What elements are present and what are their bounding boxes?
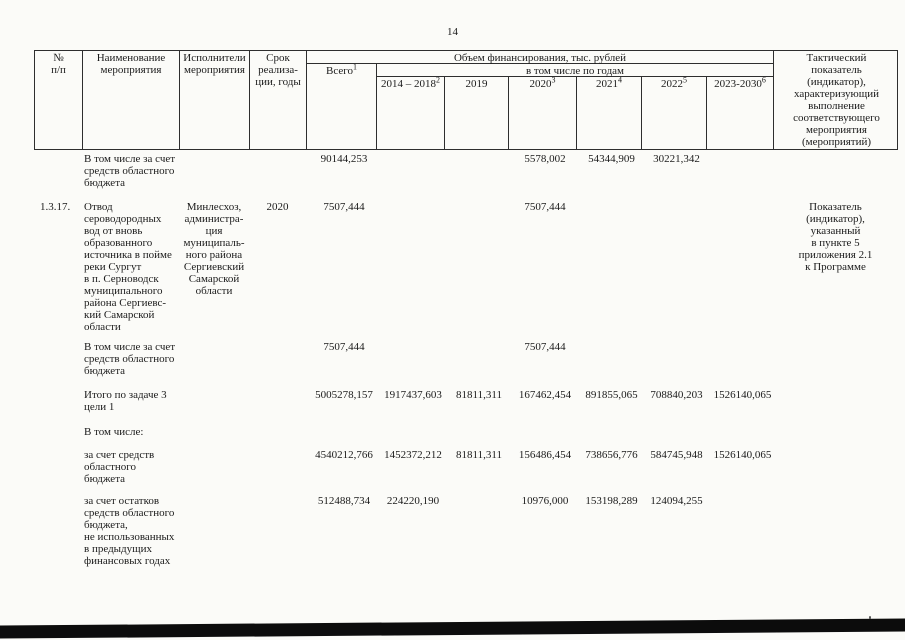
row-2023-2030: 1526140,065 — [713, 389, 772, 401]
row-num: 1.3.17. — [40, 201, 71, 213]
header-year-2020: 20203 — [509, 75, 577, 149]
year-label: 2023-2030 — [714, 78, 762, 90]
table-header: № п/п Наименование мероприятия Исполните… — [34, 50, 898, 150]
header-term: Срок реализа- ции, годы — [250, 51, 307, 149]
row-2020: 156486,454 — [518, 449, 572, 461]
scan-artifact-bar — [0, 618, 905, 639]
year-label: 2014 – 2018 — [381, 78, 436, 90]
header-by-years: в том числе по годам — [377, 64, 774, 77]
row-tactical: Показатель (индикатор), указанный в пунк… — [798, 201, 873, 273]
header-num: № п/п — [35, 51, 83, 149]
row-2021: 54344,909 — [588, 153, 635, 165]
row-2014-2018: 1452372,212 — [384, 449, 442, 461]
header-executors: Исполнители мероприятия — [180, 51, 250, 149]
row-total: 4540212,766 — [315, 449, 373, 461]
year-label: 2020 — [529, 78, 552, 90]
year-label: 2021 — [596, 78, 618, 90]
header-year-2014-2018: 2014 – 20182 — [377, 75, 445, 149]
row-name: В том числе: — [84, 426, 144, 438]
row-2019: 81811,311 — [456, 389, 502, 401]
header-total-label: Всего — [326, 65, 353, 77]
row-total: 90144,253 — [320, 153, 368, 165]
table-row: Итого по задаче 3 цели 1 5005278,157 191… — [34, 389, 898, 413]
year-sup: 3 — [551, 75, 556, 85]
header-year-2022: 20225 — [642, 75, 707, 149]
row-2020: 5578,002 — [524, 153, 566, 165]
row-2022: 30221,342 — [653, 153, 700, 165]
row-total: 7507,444 — [323, 341, 365, 353]
header-tactical-indicator: Тактический показатель (индикатор), хара… — [793, 52, 880, 148]
row-2021: 153198,289 — [585, 495, 638, 507]
row-2023-2030: 1526140,065 — [713, 449, 772, 461]
table-row: В том числе за счет средств областного б… — [34, 153, 898, 189]
header-total: Всего1 — [307, 62, 377, 149]
row-total: 7507,444 — [323, 201, 365, 213]
table-row: В том числе за счет средств областного б… — [34, 341, 898, 377]
row-name: за счет средств областного бюджета — [84, 449, 155, 485]
table-row: за счет средств областного бюджета 45402… — [34, 449, 898, 485]
year-sup: 5 — [683, 75, 687, 85]
table-body: В том числе за счет средств областного б… — [34, 153, 898, 567]
header-total-sup: 1 — [352, 62, 357, 72]
header-year-2019: 2019 — [445, 77, 509, 149]
row-2020: 167462,454 — [518, 389, 572, 401]
header-financing-title: Объем финансирования, тыс. рублей — [307, 51, 774, 64]
row-2019: 81811,311 — [456, 449, 502, 461]
page-number: 14 — [447, 26, 458, 38]
year-label: 2022 — [661, 78, 683, 90]
financing-table: № п/п Наименование мероприятия Исполните… — [34, 50, 898, 567]
row-term: 2020 — [266, 201, 289, 213]
row-2022: 124094,255 — [650, 495, 703, 507]
year-sup: 4 — [618, 75, 622, 85]
row-total: 5005278,157 — [315, 389, 373, 401]
row-2020: 10976,000 — [521, 495, 569, 507]
table-row: за счет остатков средств областного бюдж… — [34, 495, 898, 567]
table-row: 1.3.17. Отвод сероводородных вод от внов… — [34, 201, 898, 333]
row-executors: Минлесхоз, администра- ция муниципаль- н… — [183, 201, 245, 297]
row-name: Отвод сероводородных вод от вновь образо… — [84, 201, 172, 333]
row-2022: 708840,203 — [650, 389, 703, 401]
scan-artifact-dot — [869, 616, 871, 619]
row-2020: 7507,444 — [524, 201, 566, 213]
year-label: 2019 — [465, 78, 488, 90]
row-name: Итого по задаче 3 цели 1 — [84, 389, 167, 413]
year-sup: 2 — [436, 75, 440, 85]
row-name: В том числе за счет средств областного б… — [84, 153, 176, 189]
row-name: за счет остатков средств областного бюдж… — [84, 495, 175, 567]
row-2021: 891855,065 — [585, 389, 638, 401]
row-2014-2018: 224220,190 — [386, 495, 440, 507]
table-row: В том числе: — [34, 426, 898, 438]
header-activity-name: Наименование мероприятия — [83, 51, 180, 149]
row-total: 512488,734 — [317, 495, 371, 507]
year-sup: 6 — [761, 75, 766, 85]
header-year-2023-2030: 2023-20306 — [707, 75, 774, 149]
row-name: В том числе за счет средств областного б… — [84, 341, 176, 377]
header-year-2021: 20214 — [577, 75, 642, 149]
row-2021: 738656,776 — [585, 449, 638, 461]
row-2014-2018: 1917437,603 — [384, 389, 442, 401]
row-2022: 584745,948 — [650, 449, 703, 461]
row-2020: 7507,444 — [524, 341, 566, 353]
